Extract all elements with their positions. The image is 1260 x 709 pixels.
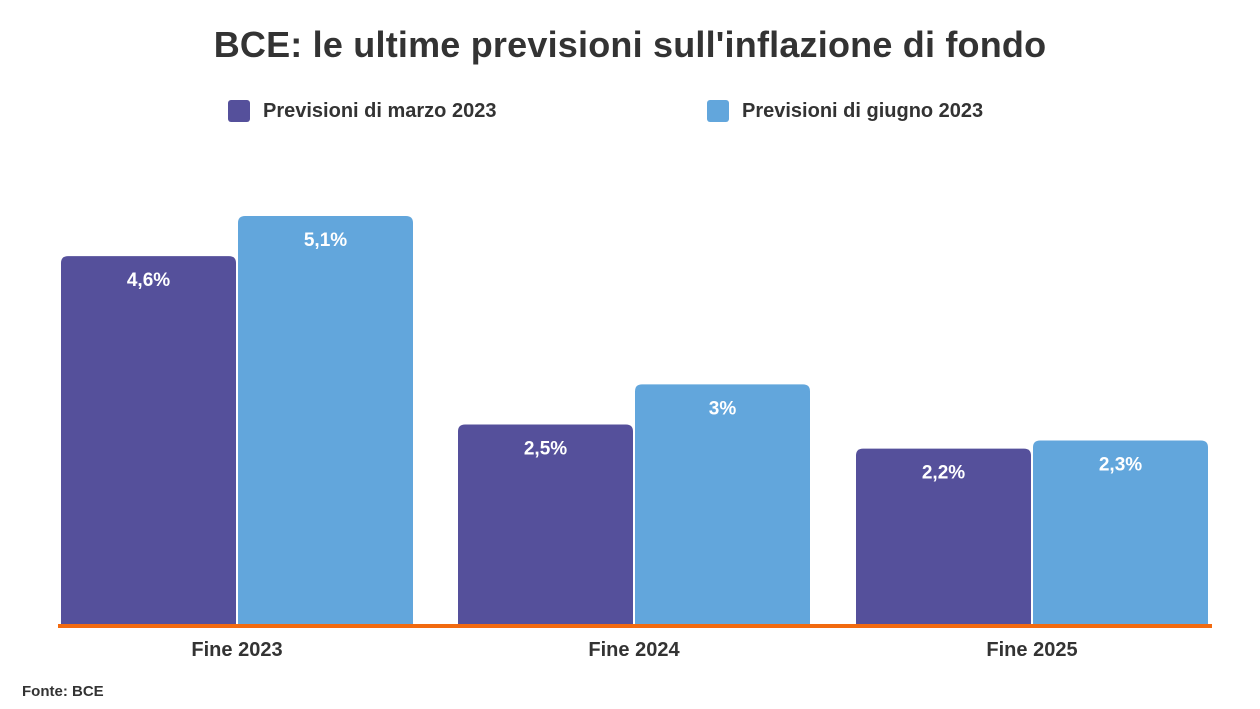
- bar-june-fine-2024: [635, 384, 810, 625]
- data-label-march-fine-2025: 2,2%: [922, 463, 965, 484]
- legend-item-march: Previsioni di marzo 2023: [228, 96, 496, 126]
- legend-label-march: Previsioni di marzo 2023: [263, 99, 497, 122]
- legend-label-june: Previsioni di giugno 2023: [742, 99, 984, 122]
- legend-swatch-march: [228, 100, 250, 122]
- chart-title: BCE: le ultime previsioni sull'inflazion…: [213, 24, 1047, 65]
- chart-legend: Previsioni di marzo 2023 Previsioni di g…: [0, 96, 1260, 126]
- bar-june-fine-2025: [1033, 440, 1208, 625]
- x-tick-label-fine-2025: Fine 2025: [986, 639, 1077, 661]
- data-label-june-fine-2025: 2,3%: [1099, 455, 1142, 476]
- x-tick-label-fine-2024: Fine 2024: [588, 639, 680, 661]
- bar-march-fine-2023: [61, 256, 236, 625]
- bar-june-fine-2023: [238, 216, 413, 625]
- source-note: Fonte: BCE: [22, 683, 104, 700]
- bar-march-fine-2025: [856, 448, 1031, 625]
- data-label-march-fine-2023: 4,6%: [127, 270, 170, 291]
- x-tick-label-fine-2023: Fine 2023: [191, 639, 282, 661]
- bar-march-fine-2024: [458, 424, 633, 625]
- data-label-june-fine-2023: 5,1%: [304, 230, 347, 251]
- legend-swatch-june: [707, 100, 729, 122]
- data-label-march-fine-2024: 2,5%: [524, 439, 567, 460]
- data-label-june-fine-2024: 3%: [709, 398, 737, 419]
- legend-item-june: Previsioni di giugno 2023: [707, 96, 983, 126]
